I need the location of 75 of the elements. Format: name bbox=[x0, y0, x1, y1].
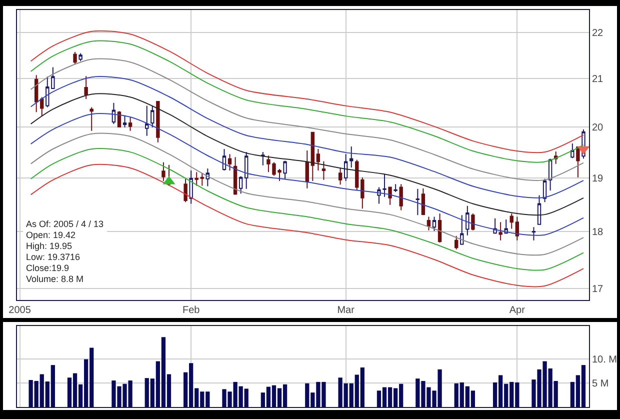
line-series bbox=[30, 93, 584, 216]
candlestick bbox=[344, 154, 348, 182]
candlestick bbox=[184, 178, 188, 203]
x-tick-label: Mar bbox=[337, 305, 356, 316]
candlestick bbox=[156, 100, 160, 143]
candlestick bbox=[350, 146, 354, 168]
line-series bbox=[30, 76, 584, 198]
candlestick bbox=[222, 148, 226, 172]
candlestick bbox=[34, 74, 38, 113]
candlestick bbox=[128, 117, 132, 132]
candlestick bbox=[432, 216, 436, 232]
candlestick bbox=[454, 235, 458, 250]
y-tick-label: 22 bbox=[592, 28, 604, 39]
candlestick bbox=[576, 146, 580, 178]
candlestick bbox=[426, 216, 431, 231]
x-tick-label: Feb bbox=[182, 305, 200, 316]
x-tick-label: 2005 bbox=[8, 305, 32, 316]
y-tick-label: 10. M bbox=[592, 354, 618, 366]
candlestick bbox=[261, 152, 265, 166]
candlestick bbox=[570, 142, 574, 159]
annotation: High: 19.95 bbox=[26, 241, 74, 252]
candlestick bbox=[78, 52, 82, 62]
candlestick bbox=[548, 158, 552, 191]
candlestick bbox=[150, 105, 154, 128]
candlestick bbox=[316, 148, 320, 172]
candlestick bbox=[189, 170, 193, 204]
candlestick bbox=[84, 76, 88, 100]
candlestick bbox=[305, 150, 309, 189]
candlestick bbox=[145, 105, 149, 136]
candlestick bbox=[112, 102, 116, 124]
annotation: Low: 19.3716 bbox=[26, 252, 82, 263]
x-tick-label: Apr bbox=[509, 305, 526, 316]
candlestick bbox=[388, 186, 392, 206]
line-series bbox=[30, 58, 584, 182]
candlestick bbox=[244, 152, 248, 190]
candlestick bbox=[498, 222, 502, 241]
y-tick-label: 5 M bbox=[592, 378, 609, 390]
y-tick-label: 19 bbox=[592, 173, 604, 184]
y-tick-label: 20 bbox=[592, 122, 604, 134]
candlestick bbox=[238, 176, 243, 194]
candlestick bbox=[360, 176, 364, 210]
candlestick bbox=[460, 214, 464, 246]
candlestick bbox=[194, 172, 198, 186]
candlestick bbox=[355, 159, 359, 191]
y-tick-label: 17 bbox=[592, 284, 604, 295]
candlestick bbox=[394, 184, 398, 193]
candlestick bbox=[438, 212, 442, 244]
y-tick-label: 18 bbox=[592, 227, 604, 238]
candlestick bbox=[399, 184, 403, 211]
candlestick bbox=[73, 51, 77, 65]
candlestick bbox=[90, 106, 94, 132]
candlestick bbox=[542, 178, 547, 203]
candlestick bbox=[200, 172, 204, 186]
annotation: Close:19.9 bbox=[26, 263, 70, 274]
annotation: Open: 19.42 bbox=[26, 230, 77, 241]
candlestick bbox=[510, 212, 514, 230]
candlestick bbox=[322, 160, 326, 180]
candlestick bbox=[416, 188, 420, 216]
candlestick bbox=[515, 216, 520, 241]
candlestick bbox=[40, 96, 44, 117]
candlestick bbox=[532, 226, 536, 241]
annotation: As Of: 2005 / 4 / 13 bbox=[26, 219, 104, 230]
candlestick bbox=[283, 160, 287, 180]
candlestick bbox=[310, 131, 315, 182]
candlestick bbox=[228, 154, 232, 172]
y-tick-label: 21 bbox=[592, 74, 604, 85]
candlestick bbox=[466, 205, 470, 236]
candlestick bbox=[233, 156, 238, 196]
candlestick bbox=[421, 188, 426, 216]
candlestick bbox=[338, 166, 342, 186]
candlestick bbox=[162, 162, 166, 182]
candlestick bbox=[537, 194, 542, 226]
annotation: Volume: 8.8 M bbox=[26, 274, 85, 285]
candlestick bbox=[122, 115, 127, 128]
candlestick bbox=[471, 212, 475, 231]
